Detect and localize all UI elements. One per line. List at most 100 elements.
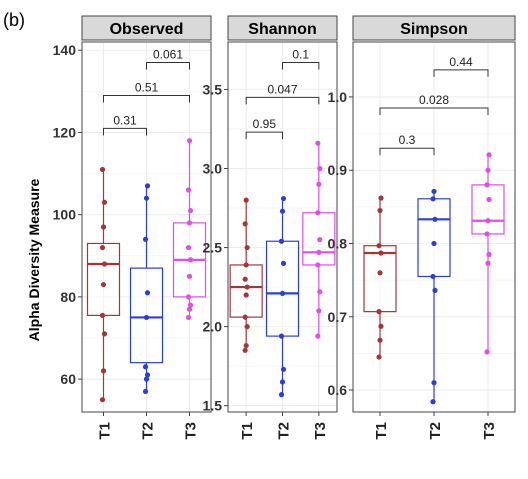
x-tick-label: T2 bbox=[427, 422, 444, 440]
data-point bbox=[142, 388, 149, 395]
data-point bbox=[99, 312, 106, 318]
data-point bbox=[317, 237, 323, 243]
y-tick-label: 0.8 bbox=[328, 235, 348, 251]
data-point bbox=[185, 244, 192, 251]
x-tick-label: T2 bbox=[140, 422, 157, 440]
panel-label: (b) bbox=[3, 10, 25, 30]
data-point bbox=[485, 260, 491, 266]
y-tick-label: 140 bbox=[53, 42, 77, 58]
facet-strip bbox=[81, 15, 212, 41]
box-t2 bbox=[417, 188, 451, 405]
y-tick-label: 100 bbox=[53, 207, 77, 223]
y-tick-label: 2.0 bbox=[203, 319, 223, 335]
data-point bbox=[99, 244, 106, 251]
data-point bbox=[315, 262, 321, 268]
p-value-label: 0.95 bbox=[253, 117, 277, 131]
data-point bbox=[101, 331, 108, 337]
data-point bbox=[143, 195, 150, 201]
data-point bbox=[485, 167, 491, 173]
data-point bbox=[315, 140, 321, 146]
data-point bbox=[186, 138, 193, 144]
data-point bbox=[485, 218, 491, 224]
y-tick-label: 120 bbox=[53, 124, 77, 140]
comparison-bracket: 0.061 bbox=[146, 48, 190, 70]
box-t1 bbox=[229, 197, 263, 353]
y-tick-label: 1.0 bbox=[328, 89, 348, 105]
data-point bbox=[185, 187, 192, 193]
data-point bbox=[279, 379, 286, 385]
data-point bbox=[378, 195, 384, 201]
data-point bbox=[99, 397, 106, 403]
data-point bbox=[279, 208, 286, 214]
data-point bbox=[317, 165, 323, 172]
bracket-line bbox=[103, 127, 147, 136]
facet-title: Simpson bbox=[400, 21, 468, 38]
data-point bbox=[186, 273, 193, 279]
data-point bbox=[142, 364, 149, 370]
data-point bbox=[376, 243, 382, 249]
data-point bbox=[244, 284, 250, 290]
data-point bbox=[186, 306, 193, 312]
box-t3 bbox=[172, 138, 207, 321]
data-point bbox=[280, 195, 287, 202]
data-point bbox=[377, 207, 383, 214]
data-point bbox=[278, 238, 285, 244]
data-point bbox=[377, 337, 383, 343]
p-value-label: 0.028 bbox=[419, 93, 449, 107]
data-point bbox=[316, 308, 322, 314]
data-point bbox=[279, 290, 286, 297]
data-point bbox=[185, 314, 192, 321]
data-point bbox=[484, 182, 490, 188]
box-t2 bbox=[129, 183, 164, 395]
data-point bbox=[317, 289, 323, 295]
data-point bbox=[280, 260, 287, 266]
data-point bbox=[242, 276, 248, 282]
box-t3 bbox=[302, 140, 336, 339]
y-tick-label: 2.5 bbox=[203, 240, 223, 256]
comparison-bracket: 0.31 bbox=[103, 113, 147, 136]
data-point bbox=[278, 333, 285, 339]
y-tick-label: 0.6 bbox=[328, 382, 348, 398]
data-point bbox=[377, 270, 383, 276]
x-tick-label: T2 bbox=[276, 422, 293, 440]
data-point bbox=[430, 399, 436, 405]
data-point bbox=[432, 216, 438, 222]
box-iqr bbox=[229, 264, 263, 318]
data-point bbox=[242, 314, 248, 320]
y-tick-label: 3.0 bbox=[203, 160, 223, 176]
p-value-label: 0.047 bbox=[267, 82, 297, 96]
data-point bbox=[486, 196, 492, 203]
data-point bbox=[187, 302, 194, 308]
x-tick-label: T1 bbox=[97, 422, 114, 440]
box-iqr bbox=[265, 240, 300, 337]
x-tick-label: T3 bbox=[312, 422, 329, 440]
y-tick-label: 0.7 bbox=[328, 309, 348, 325]
y-tick-label: 0.9 bbox=[328, 162, 348, 178]
facet-strip bbox=[227, 15, 338, 41]
box-t1 bbox=[363, 195, 397, 360]
comparison-bracket: 0.3 bbox=[379, 133, 435, 156]
data-point bbox=[431, 380, 437, 386]
x-tick-label: T1 bbox=[239, 422, 256, 440]
data-point bbox=[378, 323, 384, 329]
box-iqr bbox=[471, 184, 505, 235]
bracket-line bbox=[245, 131, 283, 140]
y-axis-label: Alpha Diversity Measure bbox=[26, 178, 42, 341]
data-point bbox=[144, 183, 151, 189]
data-point bbox=[243, 342, 249, 349]
y-tick-label: 80 bbox=[60, 289, 76, 305]
facet-simpson: Simpson 0.6 0.7 0.8 0.9 1.0 T1 T2 T3 0.3 0.028 0.44 bbox=[328, 15, 516, 440]
comparison-bracket: 0.95 bbox=[245, 117, 283, 140]
data-point bbox=[143, 376, 150, 382]
facet-title: Shannon bbox=[248, 21, 316, 38]
box-iqr bbox=[302, 212, 336, 266]
data-point bbox=[100, 224, 107, 230]
data-point bbox=[243, 262, 249, 268]
data-point bbox=[242, 347, 248, 353]
data-point bbox=[278, 392, 285, 398]
box-t3 bbox=[471, 152, 505, 355]
x-tick-label: T3 bbox=[481, 422, 498, 440]
data-point bbox=[378, 250, 384, 256]
p-value-label: 0.31 bbox=[113, 113, 137, 127]
data-point bbox=[484, 231, 490, 237]
